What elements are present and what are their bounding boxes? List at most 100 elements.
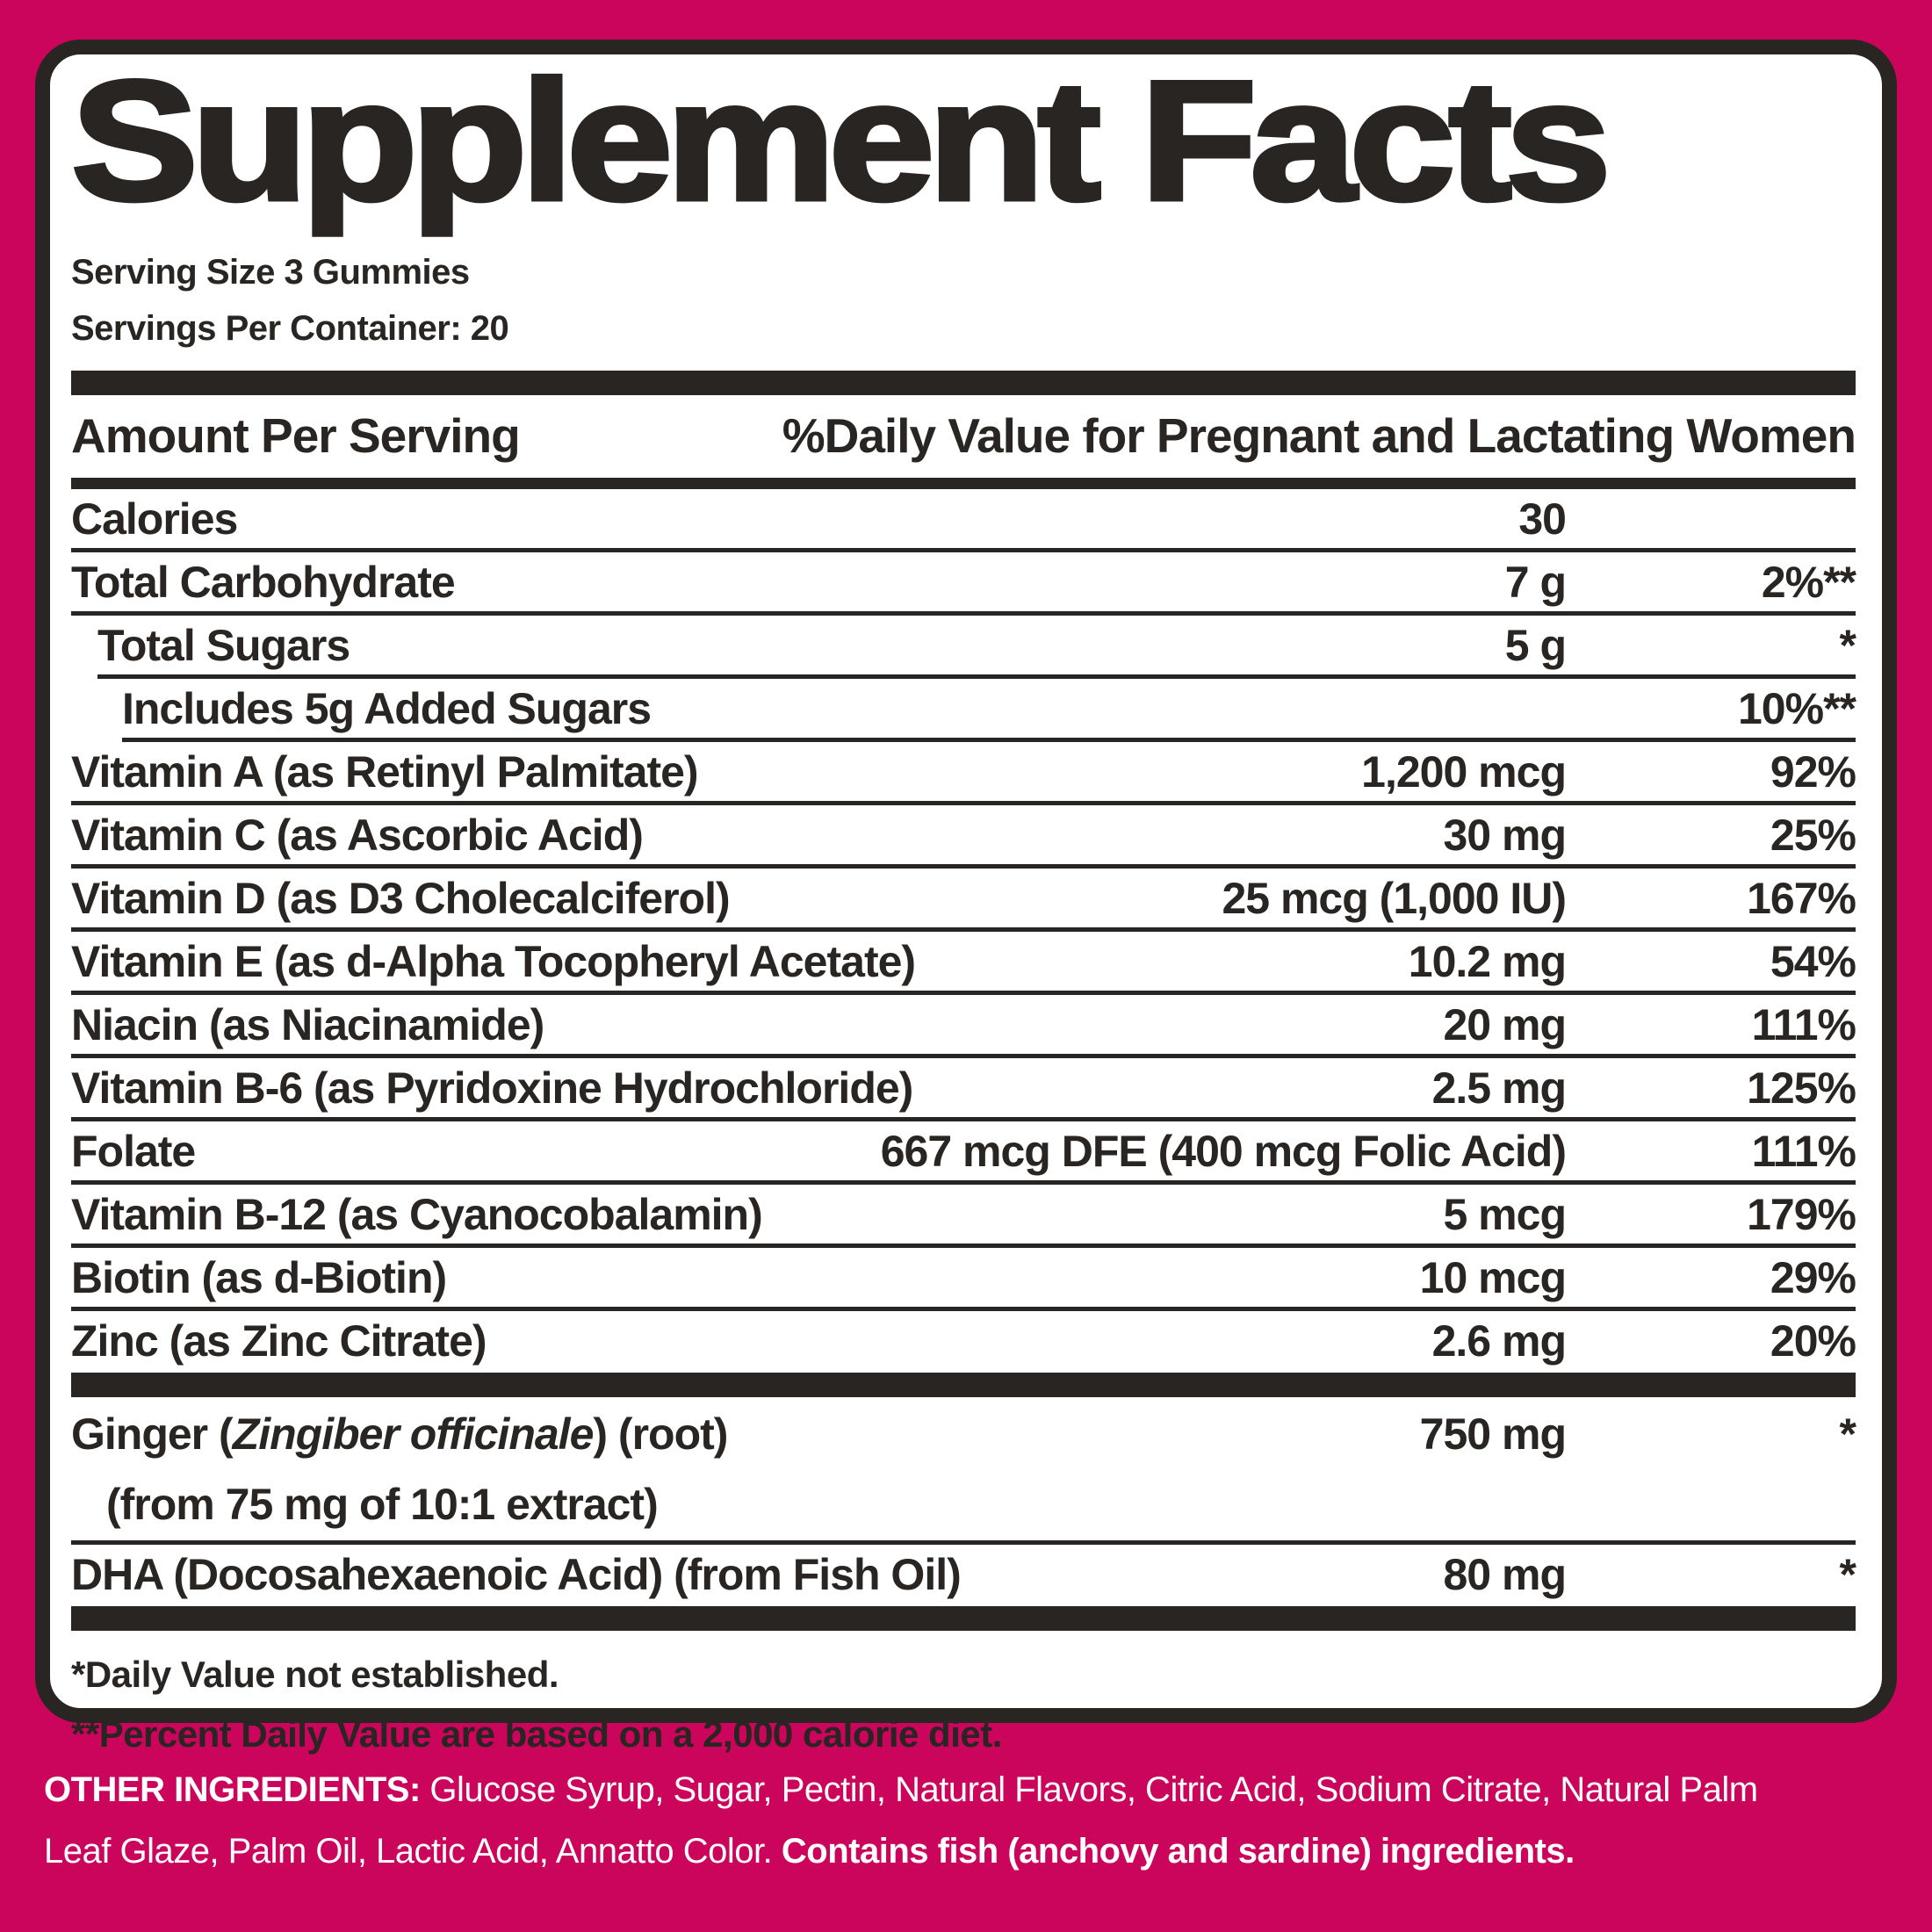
other-ingredients-label: OTHER INGREDIENTS: xyxy=(44,1770,421,1809)
footnote-line: *Daily Value not established. xyxy=(71,1654,559,1696)
amount-cell: 10.2 mg xyxy=(1408,936,1567,986)
nutrient-row: Zinc (as Zinc Citrate) 2.6 mg 20% xyxy=(71,1311,1856,1370)
daily-value-cell: 111% xyxy=(1751,999,1856,1049)
supplement-facts-panel: Supplement Facts Serving Size 3 Gummies … xyxy=(35,40,1897,1755)
amount-cell: 7 g xyxy=(1504,557,1567,607)
other-ingredients-text-2: Leaf Glaze, Palm Oil, Lactic Acid, Annat… xyxy=(44,1832,782,1871)
nutrient-name: Ginger (Zingiber officinale) (root) (from… xyxy=(71,1409,1420,1530)
nutrient-row: Calories 30 xyxy=(71,489,1856,548)
other-ingredients-text-1: Glucose Syrup, Sugar, Pectin, Natural Fl… xyxy=(420,1770,1758,1809)
section-divider-bar xyxy=(71,1606,1856,1632)
row-separator xyxy=(71,1540,1856,1546)
nutrient-name-line1: Ginger (Zingiber officinale) (root) xyxy=(71,1409,1420,1460)
row-separator xyxy=(71,991,1856,996)
nutrient-row: Vitamin D (as D3 Cholecalciferol) 25 mcg … xyxy=(71,869,1856,927)
nutrient-row: Biotin (as d-Biotin) 10 mcg 29% xyxy=(71,1248,1856,1307)
nutrient-row: Ginger (Zingiber officinale) (root) (from… xyxy=(71,1400,1856,1540)
row-separator xyxy=(71,1054,1856,1059)
daily-value-cell: * xyxy=(1839,1409,1856,1460)
nutrient-row: Includes 5g Added Sugars 10%** xyxy=(71,679,1856,738)
amount-cell: 10 mcg xyxy=(1419,1252,1567,1302)
amount-cell: 5 mcg xyxy=(1443,1189,1567,1239)
nutrient-name: Vitamin D (as D3 Cholecalciferol) xyxy=(71,873,731,923)
daily-value-cell: * xyxy=(1839,1549,1856,1599)
footnote-line: **Percent Daily Value are based on a 2,0… xyxy=(71,1712,1002,1755)
amount-cell: 5 g xyxy=(1504,620,1567,670)
nutrient-row: Total Carbohydrate 7 g 2%** xyxy=(71,552,1856,611)
amount-cell: 2.5 mg xyxy=(1431,1063,1567,1113)
nutrient-row: Vitamin C (as Ascorbic Acid) 30 mg 25% xyxy=(71,805,1856,864)
nutrient-name: Vitamin C (as Ascorbic Acid) xyxy=(71,810,644,860)
row-separator xyxy=(71,801,1856,806)
daily-value-cell: 167% xyxy=(1747,873,1856,923)
nutrient-name: DHA (Docosahexaenoic Acid) (from Fish Oi… xyxy=(71,1549,962,1599)
other-ingredients: OTHER INGREDIENTS: Glucose Syrup, Sugar,… xyxy=(44,1759,1895,1882)
row-separator xyxy=(122,738,1856,743)
nutrient-name: Calories xyxy=(71,494,238,544)
daily-value-cell: 92% xyxy=(1770,746,1856,797)
nutrient-name-part: Ginger ( xyxy=(71,1409,234,1460)
daily-value-cell: 25% xyxy=(1770,810,1856,860)
amount-cell: 30 mg xyxy=(1443,810,1567,860)
row-separator xyxy=(71,1180,1856,1186)
nutrient-row: Vitamin A (as Retinyl Palmitate) 1,200 mc… xyxy=(71,742,1856,801)
amount-cell: 1,200 mcg xyxy=(1361,746,1567,797)
contains-fish-statement: Contains fish (anchovy and sardine) ingr… xyxy=(781,1832,1575,1871)
panel-title: Supplement Facts xyxy=(68,46,1613,236)
facts-table: Calories 30 Total Carbohydrate 7 g 2%** Total… xyxy=(71,489,1856,1632)
nutrient-row: Vitamin B-6 (as Pyridoxine Hydrochloride… xyxy=(71,1058,1856,1117)
nutrient-row: DHA (Docosahexaenoic Acid) (from Fish Oi… xyxy=(71,1545,1856,1604)
servings-per-container-text: Servings Per Container: 20 xyxy=(71,309,509,349)
nutrient-name: Total Carbohydrate xyxy=(71,557,456,607)
row-separator xyxy=(97,674,1856,680)
nutrient-name-part: ) (root) xyxy=(593,1409,728,1460)
divider-bar-header xyxy=(71,478,1856,490)
amount-cell: 80 mg xyxy=(1443,1549,1567,1599)
nutrient-row: Niacin (as Niacinamide) 20 mg 111% xyxy=(71,995,1856,1054)
daily-value-cell: 10%** xyxy=(1738,683,1856,733)
daily-value-cell: * xyxy=(1839,620,1856,670)
row-separator xyxy=(71,864,1856,869)
daily-value-cell: 54% xyxy=(1770,936,1856,986)
daily-value-cell: 2%** xyxy=(1761,557,1856,607)
nutrient-name: Vitamin B-6 (as Pyridoxine Hydrochloride… xyxy=(71,1063,913,1113)
daily-value-cell: 179% xyxy=(1747,1189,1856,1239)
daily-value-cell: 20% xyxy=(1770,1316,1856,1366)
row-separator xyxy=(71,1307,1856,1312)
nutrient-name: Includes 5g Added Sugars xyxy=(122,683,652,733)
footnotes: *Daily Value not established. **Percent D… xyxy=(71,1645,1856,1763)
nutrient-name-latin: Zingiber officinale xyxy=(232,1409,595,1460)
daily-value-cell: 125% xyxy=(1747,1063,1856,1113)
nutrient-name: Vitamin A (as Retinyl Palmitate) xyxy=(71,746,699,797)
nutrient-name: Vitamin B-12 (as Cyanocobalamin) xyxy=(71,1189,763,1239)
column-header-daily-value: %Daily Value for Pregnant and Lactating … xyxy=(782,408,1856,464)
nutrient-row: Vitamin B-12 (as Cyanocobalamin) 5 mcg 179… xyxy=(71,1185,1856,1244)
amount-cell: 25 mcg (1,000 IU) xyxy=(1222,873,1567,923)
row-separator xyxy=(71,1244,1856,1249)
nutrient-name: Vitamin E (as d-Alpha Tocopheryl Acetate… xyxy=(71,936,916,986)
nutrient-name: Folate xyxy=(71,1126,196,1176)
amount-cell: 20 mg xyxy=(1443,999,1567,1049)
nutrient-row: Folate 667 mcg DFE (400 mcg Folic Acid) 11… xyxy=(71,1121,1856,1180)
nutrient-name: Niacin (as Niacinamide) xyxy=(71,999,544,1049)
nutrient-row: Total Sugars 5 g * xyxy=(71,616,1856,674)
amount-cell: 2.6 mg xyxy=(1431,1316,1567,1366)
amount-cell: 667 mcg DFE (400 mcg Folic Acid) xyxy=(880,1126,1567,1176)
daily-value-cell: 111% xyxy=(1751,1126,1856,1176)
row-separator xyxy=(71,1117,1856,1122)
nutrient-name: Total Sugars xyxy=(97,620,350,670)
divider-bar-top xyxy=(71,371,1856,396)
other-ingredients-line-1: OTHER INGREDIENTS: Glucose Syrup, Sugar,… xyxy=(44,1759,1895,1820)
amount-cell: 30 xyxy=(1518,494,1567,544)
row-separator xyxy=(71,548,1856,553)
section-divider-bar xyxy=(71,1373,1856,1398)
serving-size-text: Serving Size 3 Gummies xyxy=(71,253,470,292)
column-header-row: Amount Per Serving %Daily Value for Preg… xyxy=(71,395,1856,478)
amount-cell: 750 mg xyxy=(1419,1409,1567,1460)
column-header-amount-per-serving: Amount Per Serving xyxy=(71,408,521,464)
row-separator xyxy=(71,611,1856,616)
serving-info: Serving Size 3 Gummies Servings Per Cont… xyxy=(71,244,1856,357)
other-ingredients-line-2: Leaf Glaze, Palm Oil, Lactic Acid, Annat… xyxy=(44,1820,1895,1882)
nutrient-name: Zinc (as Zinc Citrate) xyxy=(71,1316,487,1366)
